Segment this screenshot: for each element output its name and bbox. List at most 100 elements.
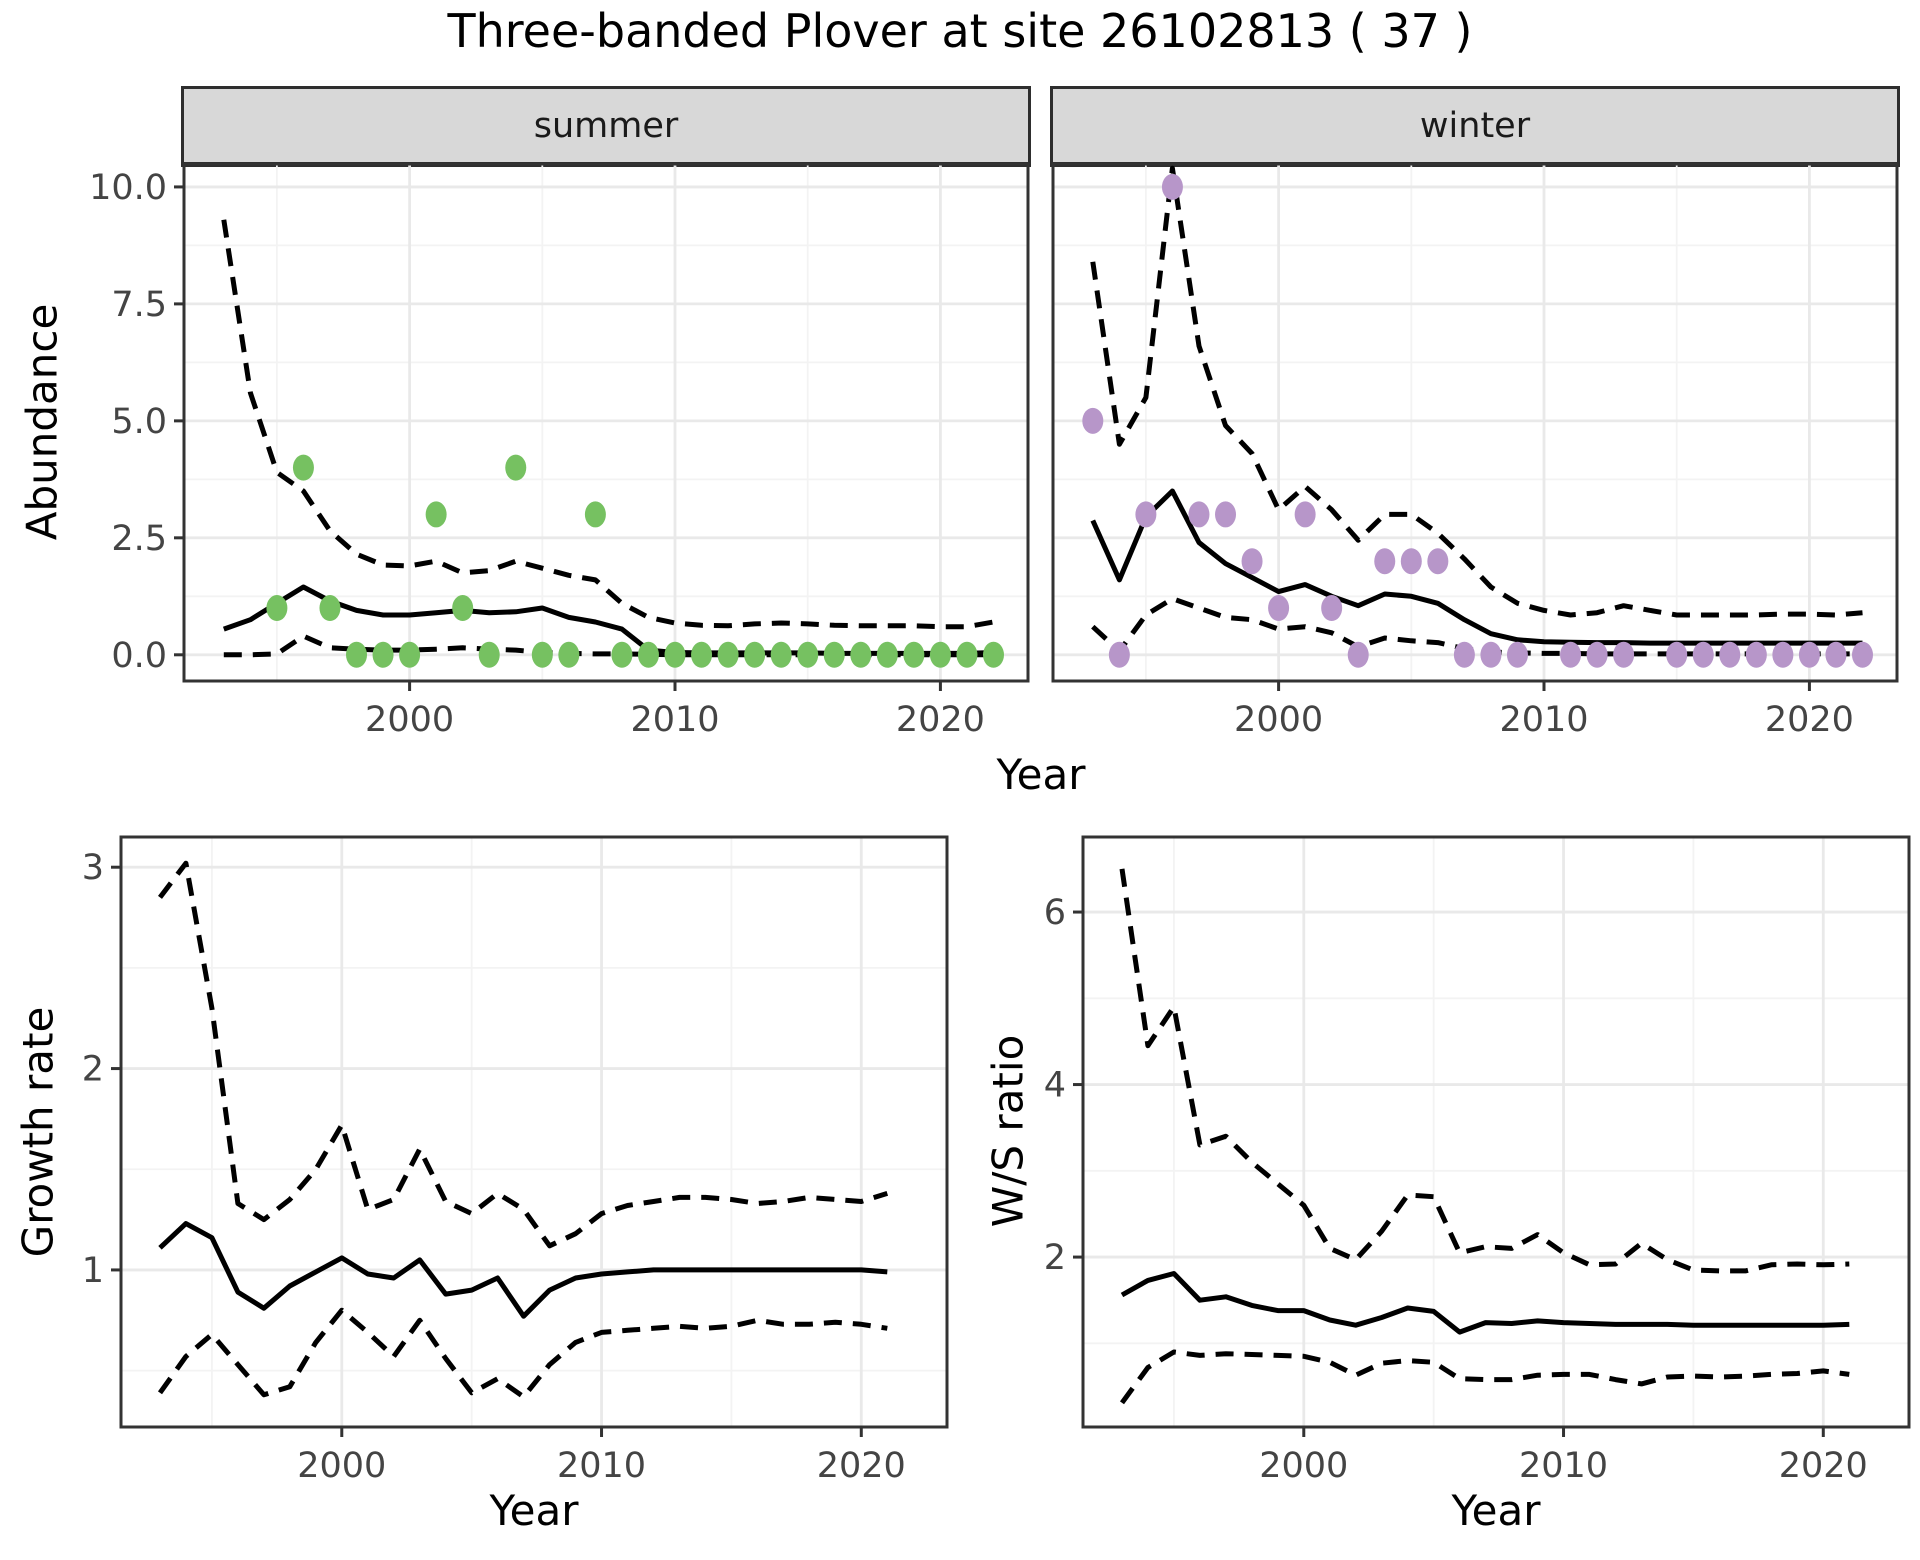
- summer-observed-point: [478, 641, 500, 668]
- growth-growth-rate-line: [158, 1221, 888, 1319]
- y-tick-label: 6: [1044, 893, 1066, 933]
- abundance-winter-panel: 2000 2010 2020: [1051, 162, 1899, 740]
- growth-upper-95ci-line: [158, 860, 889, 1249]
- winter-observed-point: [1825, 641, 1847, 668]
- y-tick-label: 4: [1044, 1066, 1066, 1106]
- x-axis-title-year-ws: Year: [1451, 1486, 1541, 1535]
- summer-observed-point: [292, 454, 314, 481]
- winter-observed-point: [1082, 407, 1104, 434]
- x-tick-label: 2020: [1765, 700, 1854, 740]
- summer-observed-point: [691, 641, 713, 668]
- winter-upper-95ci-line: [1090, 165, 1863, 618]
- winter-observed-point: [1506, 641, 1528, 668]
- growth-rate-panel: 2000 2010 2020 1 2 3: [82, 835, 949, 1486]
- y-axis-title-ws-ratio: W/S ratio: [983, 1034, 1033, 1228]
- winter-observed-point: [1215, 501, 1237, 528]
- y-tick-label: 2: [1044, 1238, 1066, 1278]
- x-axis-title-year-growth: Year: [489, 1486, 579, 1535]
- summer-observed-point: [637, 641, 659, 668]
- winter-observed-point: [1719, 641, 1741, 668]
- winter-observed-point: [1321, 595, 1343, 622]
- summer-observed-point: [558, 641, 580, 668]
- summer-observed-point: [372, 641, 394, 668]
- page-title: Three-banded Plover at site 26102813 ( 3…: [447, 4, 1473, 58]
- y-tick-label: 1: [82, 1251, 104, 1291]
- summer-observed-point: [266, 595, 288, 622]
- summer-observed-point: [903, 641, 925, 668]
- summer-observed-point: [425, 501, 447, 528]
- x-tick-label: 2000: [1234, 700, 1323, 740]
- x-tick-label: 2020: [896, 700, 985, 740]
- winter-observed-point: [1453, 641, 1475, 668]
- panel-border: [1051, 162, 1899, 683]
- y-axis-title-growth-rate: Growth rate: [13, 1006, 63, 1258]
- summer-observed-point: [399, 641, 421, 668]
- y-tick-label: 10.0: [89, 168, 167, 208]
- winter-observed-point: [1560, 641, 1582, 668]
- x-tick-label: 2000: [1259, 1446, 1348, 1486]
- summer-upper-95ci-line: [221, 219, 994, 630]
- y-tick-label: 3: [82, 848, 104, 888]
- winter-observed-point: [1745, 641, 1767, 668]
- winter-observed-point: [1772, 641, 1794, 668]
- y-tick-label: 2.5: [111, 519, 167, 559]
- summer-observed-point: [797, 641, 819, 668]
- facet-strip-winter: winter: [1050, 86, 1900, 167]
- summer-observed-point: [717, 641, 739, 668]
- winter-observed-point: [1586, 641, 1608, 668]
- summer-observed-point: [982, 641, 1004, 668]
- summer-observed-point: [611, 641, 633, 668]
- winter-observed-point: [1613, 641, 1635, 668]
- x-tick-label: 2020: [1779, 1446, 1868, 1486]
- summer-observed-point: [319, 595, 341, 622]
- ws-lower-95ci-line: [1119, 1349, 1850, 1405]
- winter-observed-point: [1294, 501, 1316, 528]
- x-tick-label: 2010: [630, 700, 719, 740]
- x-tick-label: 2010: [1519, 1446, 1608, 1486]
- summer-observed-point: [956, 641, 978, 668]
- summer-observed-point: [823, 641, 845, 668]
- x-tick-label: 2010: [1499, 700, 1588, 740]
- ws-ws-ratio-line: [1120, 1271, 1850, 1335]
- x-axis-title-year-top: Year: [996, 750, 1086, 799]
- ws-upper-95ci-line: [1119, 868, 1850, 1274]
- ws-ratio-panel: 2000 2010 2020 2 4 6: [1044, 835, 1911, 1486]
- winter-observed-point: [1374, 548, 1396, 575]
- y-tick-label: 0.0: [111, 636, 167, 676]
- winter-observed-point: [1108, 641, 1130, 668]
- x-tick-label: 2020: [817, 1446, 906, 1486]
- summer-observed-point: [770, 641, 792, 668]
- y-tick-label: 7.5: [111, 285, 167, 325]
- growth-lower-95ci-line: [157, 1307, 888, 1400]
- x-tick-label: 2000: [365, 700, 454, 740]
- y-axis-title-abundance: Abundance: [17, 303, 67, 541]
- panel-border: [182, 162, 1030, 683]
- y-tick-label: 5.0: [111, 402, 167, 442]
- facet-strip-summer: summer: [181, 86, 1031, 167]
- winter-observed-point: [1666, 641, 1688, 668]
- summer-observed-point: [744, 641, 766, 668]
- summer-observed-point: [531, 641, 553, 668]
- abundance-summer-panel: 2000 2010 2020 0.0 2.5 5.0 7.5 10.0: [89, 162, 1030, 740]
- winter-observed-point: [1135, 501, 1157, 528]
- facet-strip-winter-label: winter: [1419, 105, 1531, 146]
- panel-border: [119, 835, 949, 1429]
- winter-observed-point: [1400, 548, 1422, 575]
- summer-observed-point: [346, 641, 368, 668]
- panel-border: [1081, 835, 1911, 1429]
- x-tick-label: 2010: [557, 1446, 646, 1486]
- winter-observed-point: [1268, 595, 1290, 622]
- facet-strip-summer-label: summer: [533, 105, 679, 146]
- y-tick-label: 2: [82, 1050, 104, 1090]
- summer-observed-point: [452, 595, 474, 622]
- x-tick-label: 2000: [297, 1446, 386, 1486]
- winter-observed-point: [1241, 548, 1263, 575]
- winter-observed-point: [1692, 641, 1714, 668]
- winter-observed-point: [1851, 641, 1873, 668]
- summer-observed-point: [876, 641, 898, 668]
- winter-observed-point: [1427, 548, 1449, 575]
- summer-observed-point: [664, 641, 686, 668]
- summer-observed-point: [584, 501, 606, 528]
- winter-observed-point: [1161, 173, 1183, 200]
- summer-observed-point: [505, 454, 527, 481]
